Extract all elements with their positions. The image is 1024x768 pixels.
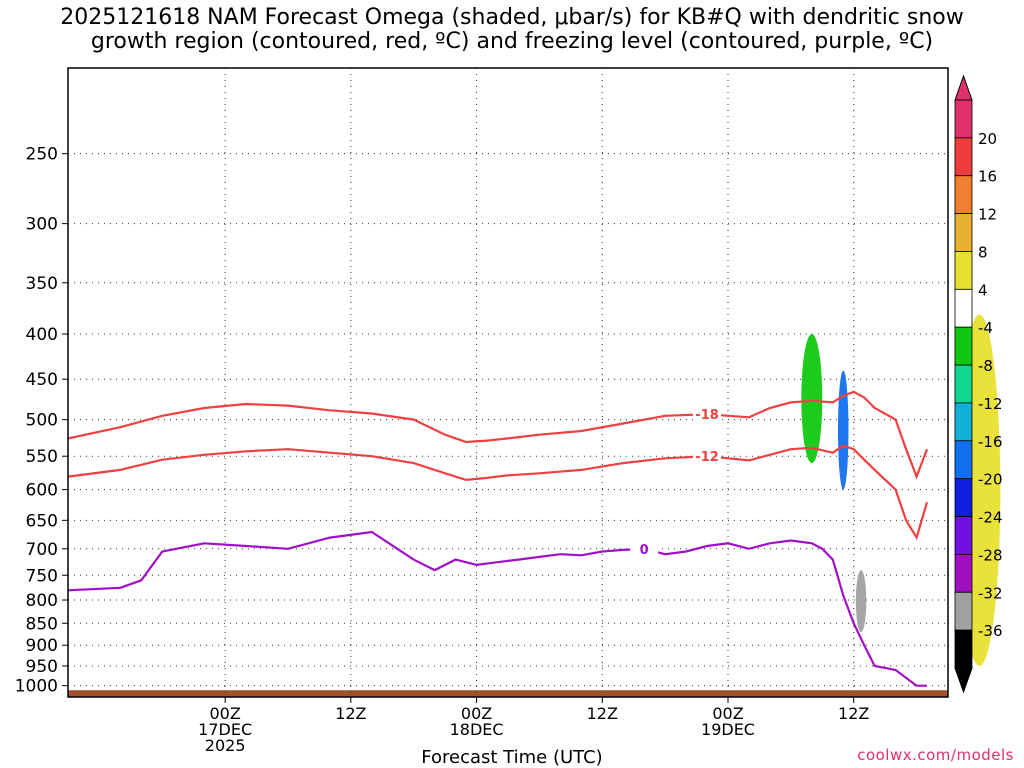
colorbar-label: 12 [978,206,997,224]
colorbar-segment [954,99,973,139]
y-tick-label: 450 [26,370,58,390]
colorbar-segment [954,402,973,442]
contour-label-bg [630,539,659,556]
x-tick-label: 00Z [712,704,743,723]
omega-region [855,570,867,633]
contour-label: -12 [695,450,719,465]
colorbar-label: -36 [978,622,1003,640]
x-tick-label: 2025 [205,736,246,755]
colorbar-label: -8 [978,357,993,375]
x-tick-label: 12Z [838,704,869,723]
y-tick-label: 500 [26,411,58,431]
colorbar-label: -20 [978,471,1003,489]
x-tick-label: 00Z [209,704,240,723]
colorbar-label: -12 [978,395,1003,413]
x-tick-label: 17DEC [198,720,252,739]
colorbar-label: 8 [978,243,988,261]
y-tick-label: 600 [26,481,58,501]
y-tick-label: 750 [26,566,58,586]
colorbar-segment [954,251,973,290]
colorbar-segment [954,629,973,669]
contour-label: -18 [695,408,719,423]
colorbar-label: -4 [978,319,993,337]
y-tick-label: 800 [26,591,58,611]
colorbar-segment [954,478,973,517]
y-tick-label: 650 [26,511,58,531]
contour-label-bg [693,447,722,464]
contour-line-dendritic [67,444,929,541]
colorbar-segment [954,554,973,593]
colorbar-segment [954,440,973,480]
plot-border [67,67,949,698]
colorbar-label: -28 [978,546,1003,564]
colorbar-label: 20 [978,130,997,148]
colorbar-label: 4 [978,281,988,299]
y-tick-label: 1000 [15,677,58,697]
chart-title-line1: 2025121618 NAM Forecast Omega (shaded, μ… [60,5,964,30]
y-tick-label: 950 [26,657,58,677]
y-tick-label: 550 [26,447,58,467]
x-tick-label: 12Z [335,704,366,723]
x-tick-label: 12Z [587,704,618,723]
y-tick-label: 850 [26,614,58,634]
colorbar-segment [954,213,973,252]
colorbar-label: -16 [978,433,1003,451]
y-tick-label: 350 [26,274,58,294]
colorbar-label: 16 [978,168,997,186]
y-tick-label: 300 [26,215,58,235]
terrain-strip [68,690,948,697]
colorbar-arrow-bottom [954,667,973,694]
x-tick-label: 18DEC [450,720,504,739]
colorbar-label: -24 [978,509,1003,527]
chart-title: 2025121618 NAM Forecast Omega (shaded, μ… [0,6,1024,54]
colorbar-arrow-top [954,74,973,101]
colorbar-segment [954,326,973,366]
contour-label: 0 [640,543,649,558]
y-tick-label: 900 [26,636,58,656]
credit-text: coolwx.com/models [857,746,1014,764]
y-tick-label: 700 [26,540,58,560]
plot-area [68,68,948,697]
x-tick-label: 00Z [461,704,492,723]
contour-line-dendritic [67,390,929,480]
colorbar-segment [954,516,973,555]
colorbar-segment [954,175,973,215]
chart-title-line2: growth region (contoured, red, ºC) and f… [90,29,934,54]
omega-region [801,334,823,464]
colorbar-segment [954,137,973,177]
contour-line-freezing [67,530,927,687]
colorbar-segment [954,364,973,404]
colorbar-segment [954,591,973,631]
x-axis-label: Forecast Time (UTC) [421,747,603,768]
y-tick-label: 400 [26,325,58,345]
omega-region [838,370,849,490]
contour-label-bg [693,405,722,422]
y-tick-label: 250 [26,145,58,165]
colorbar-label: -32 [978,584,1003,602]
colorbar-segment [954,288,973,328]
x-tick-label: 19DEC [701,720,755,739]
